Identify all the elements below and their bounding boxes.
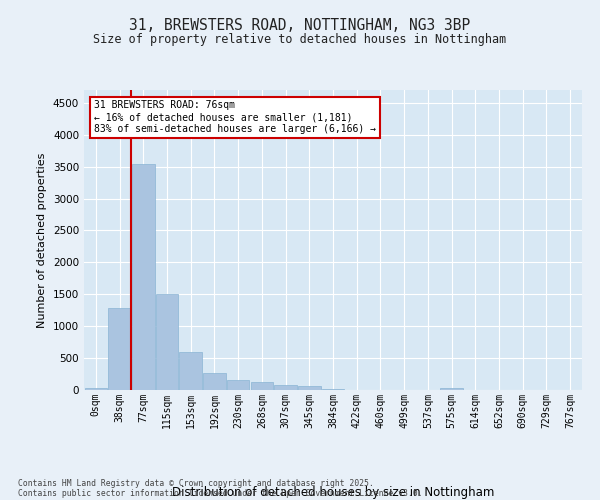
Bar [203,373,226,390]
Bar [156,294,178,390]
Bar [322,388,344,390]
Text: Size of property relative to detached houses in Nottingham: Size of property relative to detached ho… [94,32,506,46]
Y-axis label: Number of detached properties: Number of detached properties [37,152,47,328]
Text: Contains HM Land Registry data © Crown copyright and database right 2025.: Contains HM Land Registry data © Crown c… [18,478,374,488]
Bar [227,380,250,390]
Bar [251,382,273,390]
Text: Contains public sector information licensed under the Open Government Licence v3: Contains public sector information licen… [18,488,422,498]
Bar [132,164,155,390]
Bar [298,386,320,390]
Bar [85,388,107,390]
Bar [274,385,297,390]
Text: 31, BREWSTERS ROAD, NOTTINGHAM, NG3 3BP: 31, BREWSTERS ROAD, NOTTINGHAM, NG3 3BP [130,18,470,32]
Bar [179,352,202,390]
Bar [440,388,463,390]
X-axis label: Distribution of detached houses by size in Nottingham: Distribution of detached houses by size … [172,486,494,500]
Text: 31 BREWSTERS ROAD: 76sqm
← 16% of detached houses are smaller (1,181)
83% of sem: 31 BREWSTERS ROAD: 76sqm ← 16% of detach… [94,100,376,134]
Bar [109,308,131,390]
